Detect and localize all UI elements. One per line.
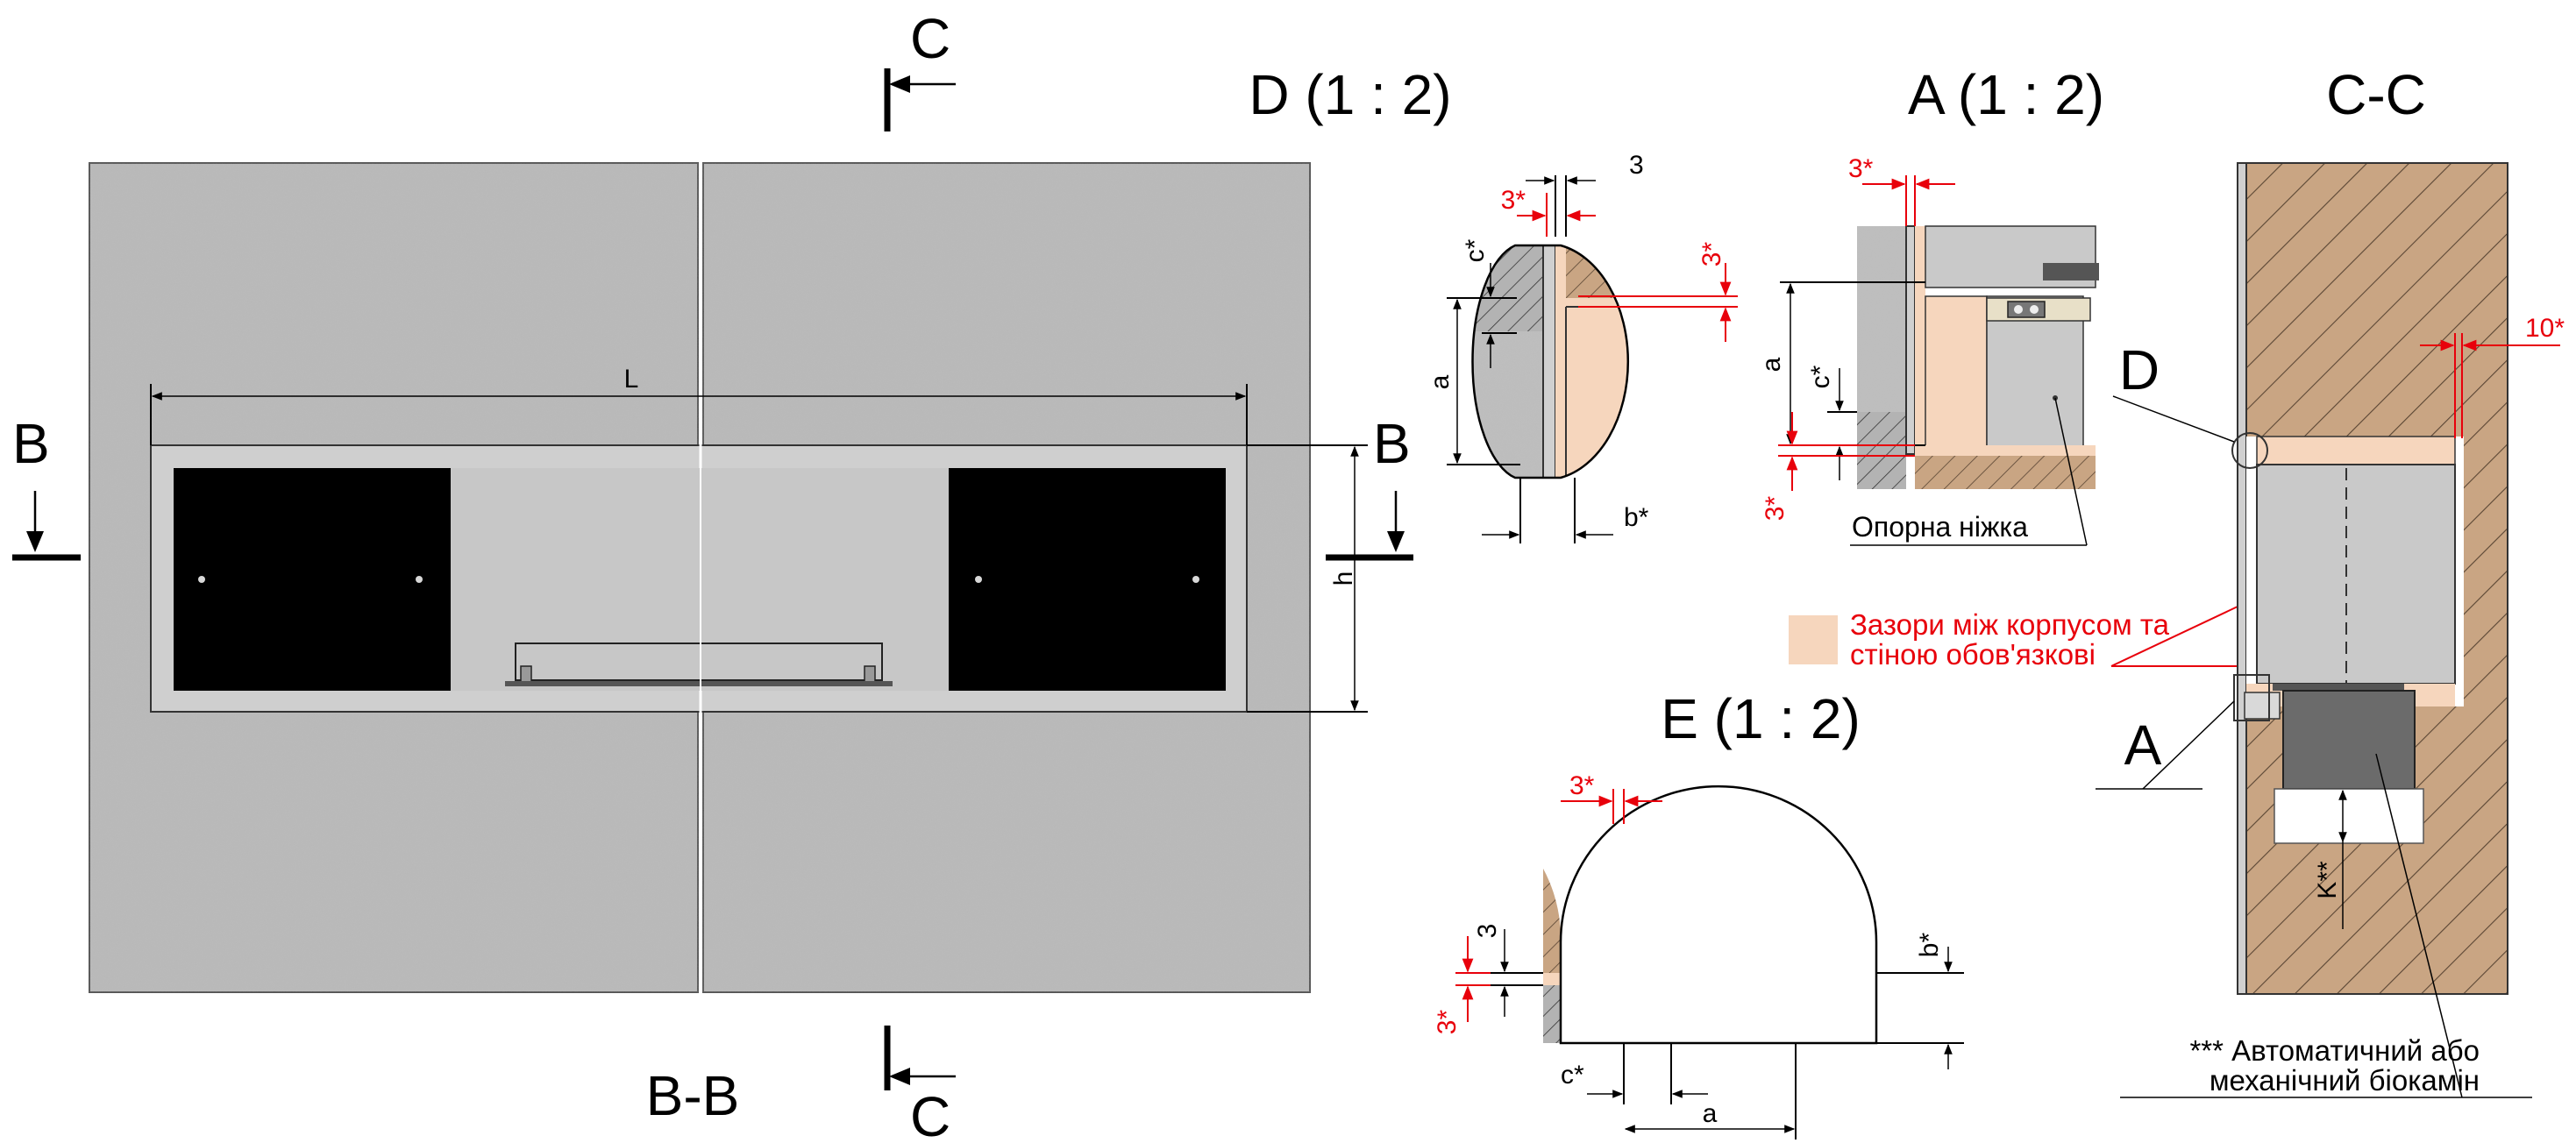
detail-a-dim-a: a bbox=[1757, 357, 1786, 372]
detail-d-title: D (1 : 2) bbox=[1249, 63, 1451, 126]
dim-red-10: 10* bbox=[2525, 314, 2565, 343]
detail-e-dim-a: a bbox=[1703, 1099, 1718, 1128]
detail-a-callout: Опорна ніжка bbox=[1852, 511, 2028, 543]
detail-d-red-gap-side: 3* bbox=[1697, 241, 1726, 266]
label-d: D bbox=[2119, 338, 2160, 401]
detail-e-dim-c: c* bbox=[1561, 1061, 1584, 1090]
detail-e-dim-gap: 3 bbox=[1473, 924, 1502, 939]
section-cc: C-C D A 10* K** *** Автоматичн bbox=[2096, 63, 2565, 1098]
detail-d-dim-c: c* bbox=[1461, 238, 1490, 262]
dim-height-label: h bbox=[1329, 572, 1358, 586]
detail-e: E (1 : 2) 3* 3 3* bbox=[1433, 687, 1964, 1139]
view-title-bb: B-B bbox=[646, 1064, 740, 1127]
label-a: A bbox=[2124, 713, 2162, 777]
detail-e-dim-b: b* bbox=[1915, 932, 1944, 957]
section-cc-title: C-C bbox=[2326, 63, 2426, 126]
section-c-bottom: C bbox=[910, 1085, 950, 1143]
legend-line2: стіною обов'язкові bbox=[1850, 638, 2096, 671]
detail-a: A (1 : 2) 3* a c* 3* bbox=[1757, 63, 2104, 546]
legend-swatch bbox=[1789, 615, 1838, 664]
section-b-left: B bbox=[12, 412, 50, 475]
detail-d: D (1 : 2) 3 3* 3* c bbox=[1249, 63, 1738, 543]
detail-a-title: A (1 : 2) bbox=[1908, 63, 2104, 126]
detail-a-red-gap-side: 3* bbox=[1761, 495, 1790, 521]
detail-e-title: E (1 : 2) bbox=[1661, 687, 1861, 750]
detail-d-dim-b: b* bbox=[1624, 503, 1649, 532]
black-panel-right bbox=[949, 468, 1226, 691]
note-line1: *** Автоматичний або bbox=[2189, 1034, 2480, 1067]
detail-e-red-gap-top: 3* bbox=[1569, 771, 1595, 800]
dim-length-label: L bbox=[624, 365, 639, 394]
legend-line1: Зазори між корпусом та bbox=[1850, 608, 2170, 641]
detail-d-dim-a: a bbox=[1426, 374, 1455, 389]
detail-e-red-gap-side: 3* bbox=[1433, 1009, 1462, 1034]
dim-k: K** bbox=[2313, 861, 2342, 899]
detail-d-red-gap-top: 3* bbox=[1501, 186, 1526, 215]
detail-a-red-gap-top: 3* bbox=[1848, 154, 1874, 183]
black-panel-left bbox=[174, 468, 451, 691]
detail-d-dim-top: 3 bbox=[1629, 151, 1644, 180]
section-b-right: B bbox=[1373, 412, 1411, 475]
detail-a-dim-c: c* bbox=[1806, 365, 1835, 388]
note-line2: механічний біокамін bbox=[2210, 1064, 2480, 1097]
main-view: L h B B C C B-B bbox=[12, 7, 1413, 1143]
burner-box bbox=[2282, 690, 2416, 790]
section-c-top: C bbox=[910, 7, 950, 70]
